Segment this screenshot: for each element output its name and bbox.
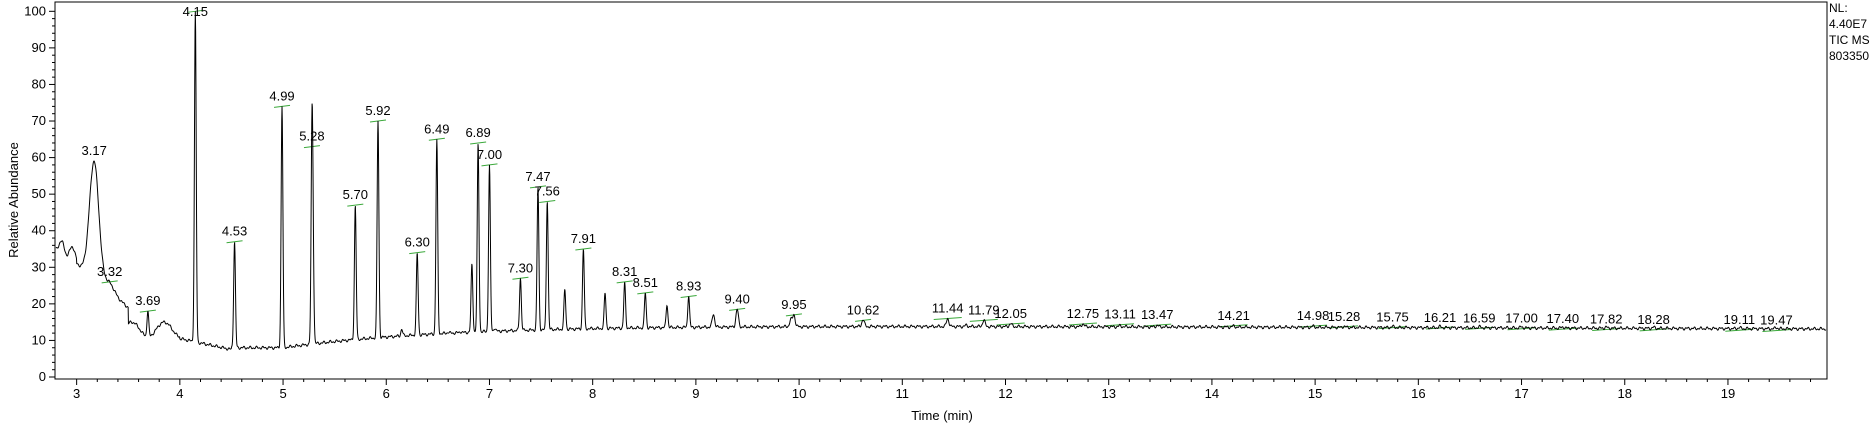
peak-label: 15.28 [1328, 309, 1361, 324]
peak-label: 8.93 [676, 279, 701, 294]
baseline-mark [226, 240, 243, 244]
peak-label: 19.11 [1724, 312, 1756, 327]
peak-label: 9.95 [781, 297, 806, 312]
peak-label: 18.28 [1637, 312, 1670, 327]
x-tick-label: 13 [1101, 386, 1115, 401]
peak-label: 3.69 [135, 293, 160, 308]
x-tick-label: 4 [176, 386, 183, 401]
baseline-mark [347, 203, 364, 207]
x-tick-label: 8 [589, 386, 596, 401]
y-tick-label: 80 [32, 76, 46, 91]
baseline-mark [1725, 328, 1754, 332]
x-tick-label: 18 [1618, 386, 1632, 401]
y-tick-label: 30 [32, 259, 46, 274]
baseline-mark [409, 251, 426, 255]
peak-label: 6.49 [424, 121, 449, 136]
x-tick-label: 9 [692, 386, 699, 401]
baseline-mark [1762, 329, 1791, 333]
y-axis: 0 10 20 30 40 50 60 70 80 90 100 [24, 3, 55, 384]
y-tick-label: 100 [24, 3, 46, 18]
y-tick-label: 20 [32, 296, 46, 311]
x-tick-label: 5 [279, 386, 286, 401]
info-nl-value: 4.40E7 [1829, 17, 1868, 31]
peak-label: 7.00 [477, 147, 502, 162]
x-tick-label: 15 [1308, 386, 1322, 401]
x-axis: 3 4 5 6 7 8 9 10 11 12 13 14 15 16 17 18 19 [73, 379, 1812, 401]
peak-label: 7.47 [525, 169, 550, 184]
x-tick-label: 14 [1205, 386, 1219, 401]
peak-labels: 3.17 3.32 3.69 4.15 4.53 4.99 5.28 5.70 5.92 6.30… [82, 4, 1793, 328]
x-tick-label: 19 [1721, 386, 1735, 401]
acquisition-info: NL: 4.40E7 TIC MS 803350 [1829, 0, 1870, 64]
baseline-mark [529, 185, 547, 189]
x-tick-label: 12 [998, 386, 1012, 401]
peak-label: 7.91 [571, 231, 596, 246]
y-tick-label: 60 [32, 150, 46, 165]
x-tick-label: 3 [73, 386, 80, 401]
peak-label: 4.15 [183, 4, 208, 19]
peak-label: 5.70 [343, 187, 368, 202]
peak-label: 7.56 [535, 183, 560, 198]
peak-label: 3.17 [82, 143, 107, 158]
plot-frame [54, 1, 1828, 380]
y-tick-label: 50 [32, 186, 46, 201]
peak-label: 9.40 [725, 291, 750, 306]
baseline-mark [1548, 327, 1577, 331]
peak-label: 6.89 [465, 125, 490, 140]
peak-label: 12.05 [994, 306, 1027, 321]
peak-label: 7.30 [508, 260, 533, 275]
peak-label: 8.31 [612, 264, 637, 279]
y-axis-title: Relative Abundance [6, 142, 21, 258]
baseline-marks [101, 9, 1791, 333]
y-tick-label: 0 [39, 369, 46, 384]
baseline-mark [539, 199, 556, 203]
x-tick-label: 16 [1411, 386, 1425, 401]
peak-label: 4.99 [269, 88, 294, 103]
x-axis-title: Time (min) [911, 408, 973, 423]
peak-label: 14.98 [1297, 308, 1330, 323]
y-tick-label: 70 [32, 113, 46, 128]
peak-label: 5.92 [365, 103, 390, 118]
baseline-mark [470, 141, 487, 145]
x-tick-label: 17 [1514, 386, 1528, 401]
y-tick-label: 40 [32, 223, 46, 238]
peak-label: 10.62 [847, 302, 880, 317]
y-tick-label: 90 [32, 40, 46, 55]
peak-label: 13.11 [1104, 307, 1136, 322]
peak-label: 14.21 [1217, 308, 1250, 323]
x-tick-label: 7 [486, 386, 493, 401]
peak-label: 17.40 [1547, 311, 1580, 326]
peak-label: 17.00 [1505, 311, 1538, 326]
x-tick-label: 6 [383, 386, 390, 401]
baseline-mark [637, 291, 654, 295]
peak-label: 19.47 [1760, 313, 1793, 328]
baseline-mark [575, 247, 592, 251]
baseline-mark [616, 280, 633, 284]
chromatogram-trace [55, 11, 1827, 351]
peak-label: 15.75 [1376, 310, 1409, 325]
info-nl-label: NL: [1829, 1, 1848, 15]
peak-label: 17.82 [1590, 311, 1623, 326]
peak-label: 8.51 [633, 275, 658, 290]
peak-label: 4.53 [222, 224, 247, 239]
info-scan-filter: TIC MS [1829, 33, 1870, 47]
x-tick-label: 10 [792, 386, 806, 401]
peak-label: 11.79 [968, 302, 1000, 317]
y-tick-label: 10 [32, 332, 46, 347]
peak-label: 5.28 [299, 129, 324, 144]
info-file-id: 803350 [1829, 49, 1870, 63]
peak-label: 6.30 [405, 235, 430, 250]
peak-label: 16.59 [1463, 310, 1496, 325]
x-tick-label: 11 [896, 386, 910, 401]
peak-label: 13.47 [1141, 307, 1174, 322]
peak-label: 3.32 [97, 264, 122, 279]
peak-label: 12.75 [1067, 306, 1100, 321]
peak-label: 11.44 [932, 300, 964, 315]
peak-label: 16.21 [1424, 310, 1457, 325]
